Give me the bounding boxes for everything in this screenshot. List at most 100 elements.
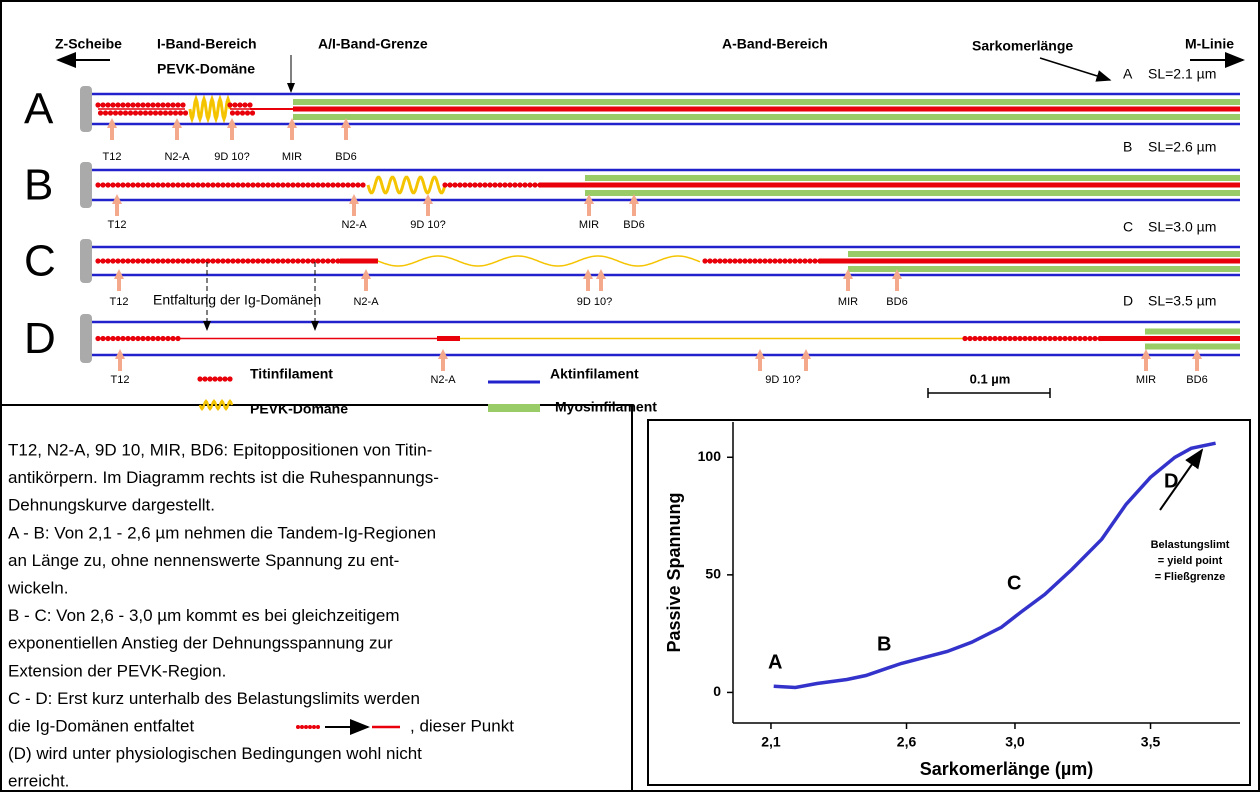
myosin bbox=[848, 251, 1240, 257]
note: = Fließgrenze bbox=[1155, 571, 1226, 583]
epitope-label: BD6 bbox=[1186, 374, 1207, 386]
epitope-arrow bbox=[115, 349, 125, 371]
bead bbox=[103, 110, 108, 115]
y-tick-label: 50 bbox=[705, 566, 721, 582]
bead bbox=[180, 102, 185, 107]
epitope-label: 9D 10? bbox=[765, 374, 800, 386]
sl-label: SL=2.6 µm bbox=[1148, 139, 1216, 155]
pevk bbox=[368, 177, 445, 193]
legend-swatch bbox=[217, 376, 222, 381]
epitope-label: T12 bbox=[111, 374, 130, 386]
legend-swatch bbox=[202, 376, 207, 381]
label: M-Linie bbox=[1185, 36, 1234, 52]
sl-letter: D bbox=[1123, 293, 1133, 309]
bead bbox=[128, 110, 133, 115]
epitope-label: MIR bbox=[838, 296, 858, 308]
text-line: die Ig-Domänen entfaltet bbox=[8, 716, 194, 735]
row-letter: C bbox=[24, 237, 56, 286]
legend-label: Myosinfilament bbox=[555, 399, 657, 415]
bead bbox=[108, 110, 113, 115]
epitope-arrow bbox=[438, 349, 448, 371]
bead bbox=[133, 110, 138, 115]
pevk bbox=[378, 256, 700, 266]
label: Sarkomerlänge bbox=[972, 38, 1073, 54]
text-line: , dieser Punkt bbox=[410, 716, 514, 735]
bead bbox=[138, 110, 143, 115]
bead bbox=[150, 102, 155, 107]
curve-label: C bbox=[1007, 572, 1021, 594]
text-line: C - D: Erst kurz unterhalb des Belastung… bbox=[8, 689, 420, 708]
legend-swatch bbox=[212, 376, 217, 381]
icon-bead bbox=[300, 725, 304, 729]
epitope-arrow bbox=[341, 118, 351, 140]
bead bbox=[140, 102, 145, 107]
sl-label: SL=2.1 µm bbox=[1148, 66, 1216, 82]
legend-label: PEVK-Domäne bbox=[250, 401, 348, 417]
bead bbox=[250, 110, 255, 115]
bead bbox=[247, 102, 252, 107]
epitope-arrow bbox=[227, 118, 237, 140]
y-axis-title: Passive Spannung bbox=[664, 492, 684, 652]
bead bbox=[95, 102, 100, 107]
legend: Titinfilament PEVK-Domäne Aktinfilament … bbox=[197, 366, 1050, 417]
curve-label: D bbox=[1164, 470, 1178, 492]
bead bbox=[125, 102, 130, 107]
myosin bbox=[1145, 344, 1240, 350]
epitope-arrow bbox=[1192, 349, 1202, 371]
epitope-label: MIR bbox=[1136, 374, 1156, 386]
bead bbox=[120, 102, 125, 107]
z-disc bbox=[80, 162, 92, 208]
x-tick-label: 3,5 bbox=[1141, 734, 1161, 750]
bead bbox=[175, 102, 180, 107]
bead bbox=[168, 110, 173, 115]
epitope-label: BD6 bbox=[335, 151, 356, 163]
epitope-arrow bbox=[349, 194, 359, 216]
description: T12, N2-A, 9D 10, MIR, BD6: Epitoppositi… bbox=[7, 440, 514, 790]
arrow bbox=[1040, 58, 1110, 80]
sl-label: SL=3.5 µm bbox=[1148, 293, 1216, 309]
epitope-arrow bbox=[1141, 349, 1151, 371]
epitope-arrow bbox=[583, 269, 593, 291]
note: Belastungslimt bbox=[1151, 539, 1230, 551]
text-line: antikörpern. Im Diagramm rechts ist die … bbox=[8, 468, 439, 487]
epitope-label: T12 bbox=[110, 296, 129, 308]
y-tick-label: 100 bbox=[698, 448, 722, 464]
icon-bead bbox=[296, 725, 300, 729]
sarcomere-row: BBSL=2.6 µmT12N2-A9D 10?MIRBD6 bbox=[24, 139, 1240, 231]
icon-bead bbox=[316, 725, 320, 729]
epitope-arrow bbox=[107, 118, 117, 140]
pevk bbox=[190, 99, 230, 119]
bead bbox=[118, 110, 123, 115]
z-disc bbox=[80, 314, 92, 363]
text-line: Dehnungskurve dargestellt. bbox=[8, 496, 215, 515]
bead bbox=[227, 102, 232, 107]
bead bbox=[153, 110, 158, 115]
bead bbox=[170, 102, 175, 107]
row-letter: A bbox=[24, 85, 54, 134]
epitope-label: 9D 10? bbox=[214, 151, 249, 163]
epitope-arrow bbox=[629, 194, 639, 216]
myosin bbox=[293, 99, 1240, 105]
epitope-label: 9D 10? bbox=[410, 219, 445, 231]
bead bbox=[100, 102, 105, 107]
figure: Z-Scheibe I-Band-Bereich PEVK-Domäne A/I… bbox=[0, 0, 1260, 792]
bead bbox=[135, 102, 140, 107]
bead bbox=[232, 102, 237, 107]
icon-bead bbox=[304, 725, 308, 729]
note: = yield point bbox=[1158, 555, 1223, 567]
label: Z-Scheibe bbox=[55, 36, 122, 52]
bead bbox=[155, 102, 160, 107]
epitope-label: N2-A bbox=[353, 296, 379, 308]
row-letter: D bbox=[24, 314, 56, 363]
bead bbox=[115, 102, 120, 107]
label: A-Band-Bereich bbox=[722, 36, 828, 52]
epitope-label: N2-A bbox=[341, 219, 367, 231]
chart-box bbox=[648, 420, 1250, 785]
pevk bbox=[200, 401, 232, 409]
epitope-label: N2-A bbox=[164, 151, 190, 163]
sl-letter: B bbox=[1123, 139, 1132, 155]
bead bbox=[165, 102, 170, 107]
epitope-arrow bbox=[596, 269, 606, 291]
bead bbox=[148, 110, 153, 115]
bead bbox=[178, 110, 183, 115]
